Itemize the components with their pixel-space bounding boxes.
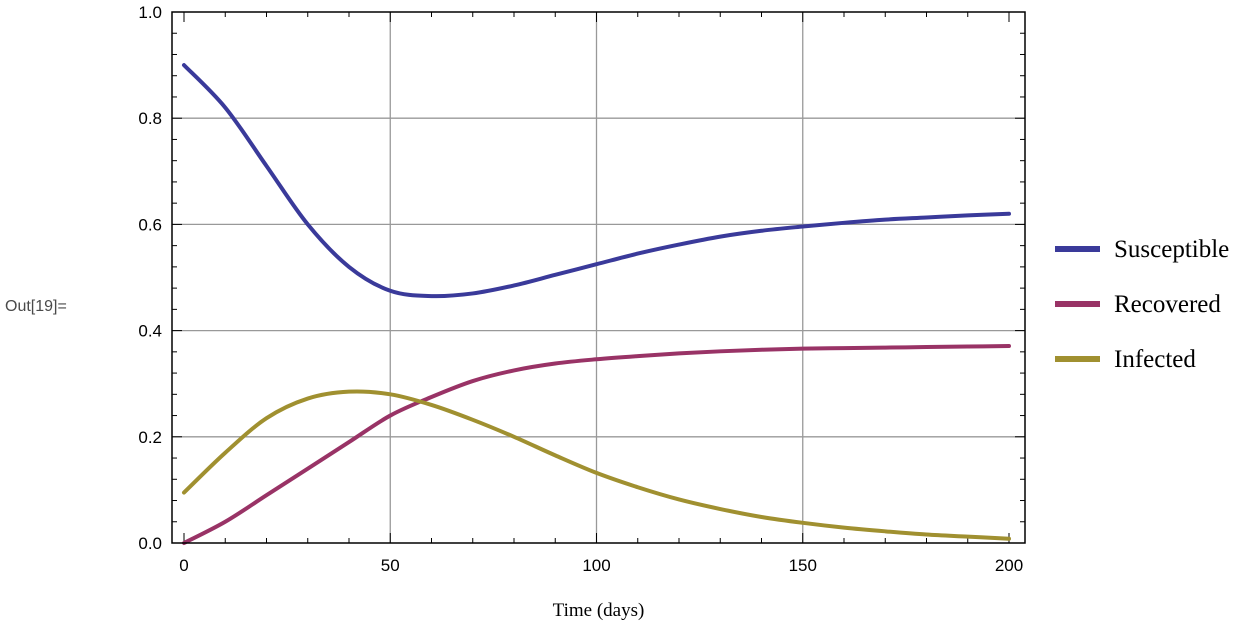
y-tick-label: 0.6: [138, 215, 162, 234]
axis-ticks: [172, 11, 1025, 544]
series-line-susceptible: [182, 63, 1011, 299]
output-cell-label: Out[19]=: [5, 298, 67, 315]
y-tick-label: 1.0: [138, 3, 162, 22]
y-tick-label: 0.4: [138, 322, 162, 341]
x-tick-label: 100: [582, 556, 610, 575]
tick-labels: 0 50 100 150 200 0.0 0.2 0.4 0.6 0.8 1.0: [138, 3, 1023, 575]
x-axis-title: Time (days): [553, 600, 645, 621]
series-line-recovered: [182, 344, 1011, 545]
x-tick-label: 0: [179, 556, 188, 575]
legend-label-recovered: Recovered: [1114, 291, 1221, 318]
y-tick-label: 0.8: [138, 109, 162, 128]
legend-label-susceptible: Susceptible: [1114, 236, 1229, 263]
plot-frame: [171, 11, 1026, 544]
legend: Susceptible Recovered Infected: [1055, 236, 1229, 373]
legend-label-infected: Infected: [1114, 346, 1196, 373]
grid-lines: [172, 12, 1025, 543]
x-tick-label: 200: [995, 556, 1023, 575]
x-tick-label: 150: [789, 556, 817, 575]
x-tick-label: 50: [381, 556, 400, 575]
series-line-infected: [182, 389, 1011, 541]
y-tick-label: 0.2: [138, 428, 162, 447]
y-tick-label: 0.0: [138, 534, 162, 553]
series-lines: [182, 63, 1011, 545]
